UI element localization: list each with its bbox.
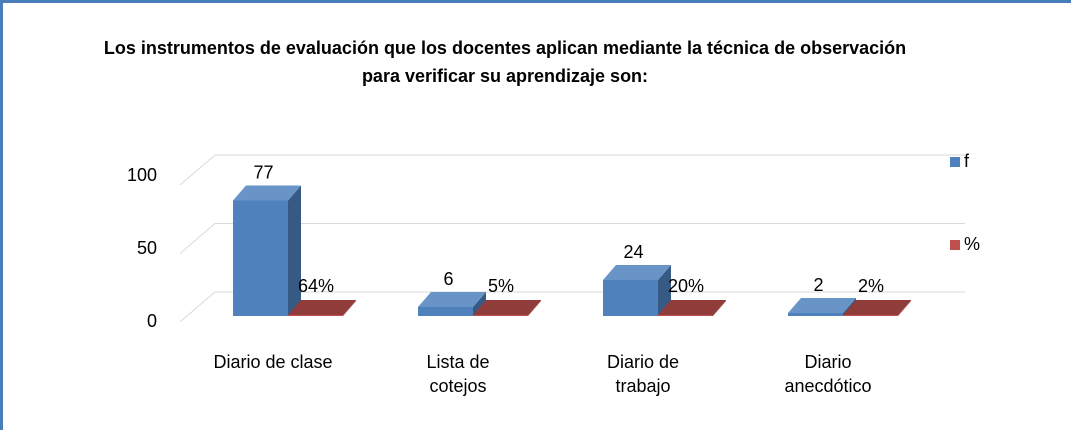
bar-top xyxy=(843,300,911,315)
bar xyxy=(658,300,726,316)
legend-swatch xyxy=(950,240,960,250)
bar-side xyxy=(898,300,911,316)
x-tick-label: Diario de clase xyxy=(213,352,333,372)
bar xyxy=(603,265,671,316)
data-label: 6 xyxy=(443,269,453,289)
bar-side xyxy=(288,185,301,316)
chart-title: Los instrumentos de evaluación que los d… xyxy=(103,38,907,86)
bar-front xyxy=(603,280,658,316)
bar xyxy=(843,300,911,316)
bar-top xyxy=(418,292,486,307)
bar-front xyxy=(788,313,843,316)
bar xyxy=(473,300,541,316)
data-label: 20% xyxy=(668,276,704,296)
y-tick-label: 100 xyxy=(127,165,157,185)
bar xyxy=(418,292,486,316)
bar-side xyxy=(473,292,486,316)
x-tick-label: Lista de cotejos xyxy=(426,352,490,396)
bar-front xyxy=(473,315,528,316)
data-label: 77 xyxy=(253,162,273,182)
grid-line xyxy=(179,291,965,323)
legend-label: f xyxy=(964,151,970,171)
bar-side xyxy=(713,300,726,316)
y-tick-label: 0 xyxy=(147,311,157,331)
bar-side xyxy=(528,300,541,316)
bar-top xyxy=(788,298,856,313)
x-tick-label: Diario de trabajo xyxy=(606,352,680,396)
bar-top xyxy=(658,300,726,315)
data-label: 5% xyxy=(488,276,514,296)
bar-top xyxy=(473,300,541,315)
bar-top xyxy=(603,265,671,280)
bar-side xyxy=(343,300,356,316)
bar xyxy=(233,185,301,316)
legend-swatch xyxy=(950,157,960,167)
data-label: 2% xyxy=(858,276,884,296)
x-tick-label: Diario anecdótico xyxy=(784,352,872,396)
data-label: 24 xyxy=(623,242,643,262)
bar-front xyxy=(658,315,713,316)
y-tick-label: 50 xyxy=(137,238,157,258)
bar-front xyxy=(288,315,343,316)
data-label: 2 xyxy=(813,275,823,295)
grid-line xyxy=(179,223,965,254)
legend-label: % xyxy=(964,234,980,254)
bar-side xyxy=(658,265,671,316)
bar-top xyxy=(288,300,356,315)
data-label: 64% xyxy=(298,276,334,296)
bar xyxy=(288,300,356,316)
bar-front xyxy=(233,200,288,316)
bar-front xyxy=(843,315,898,316)
grid-line xyxy=(179,154,965,186)
bar-top xyxy=(233,185,301,201)
bar-front xyxy=(418,307,473,316)
